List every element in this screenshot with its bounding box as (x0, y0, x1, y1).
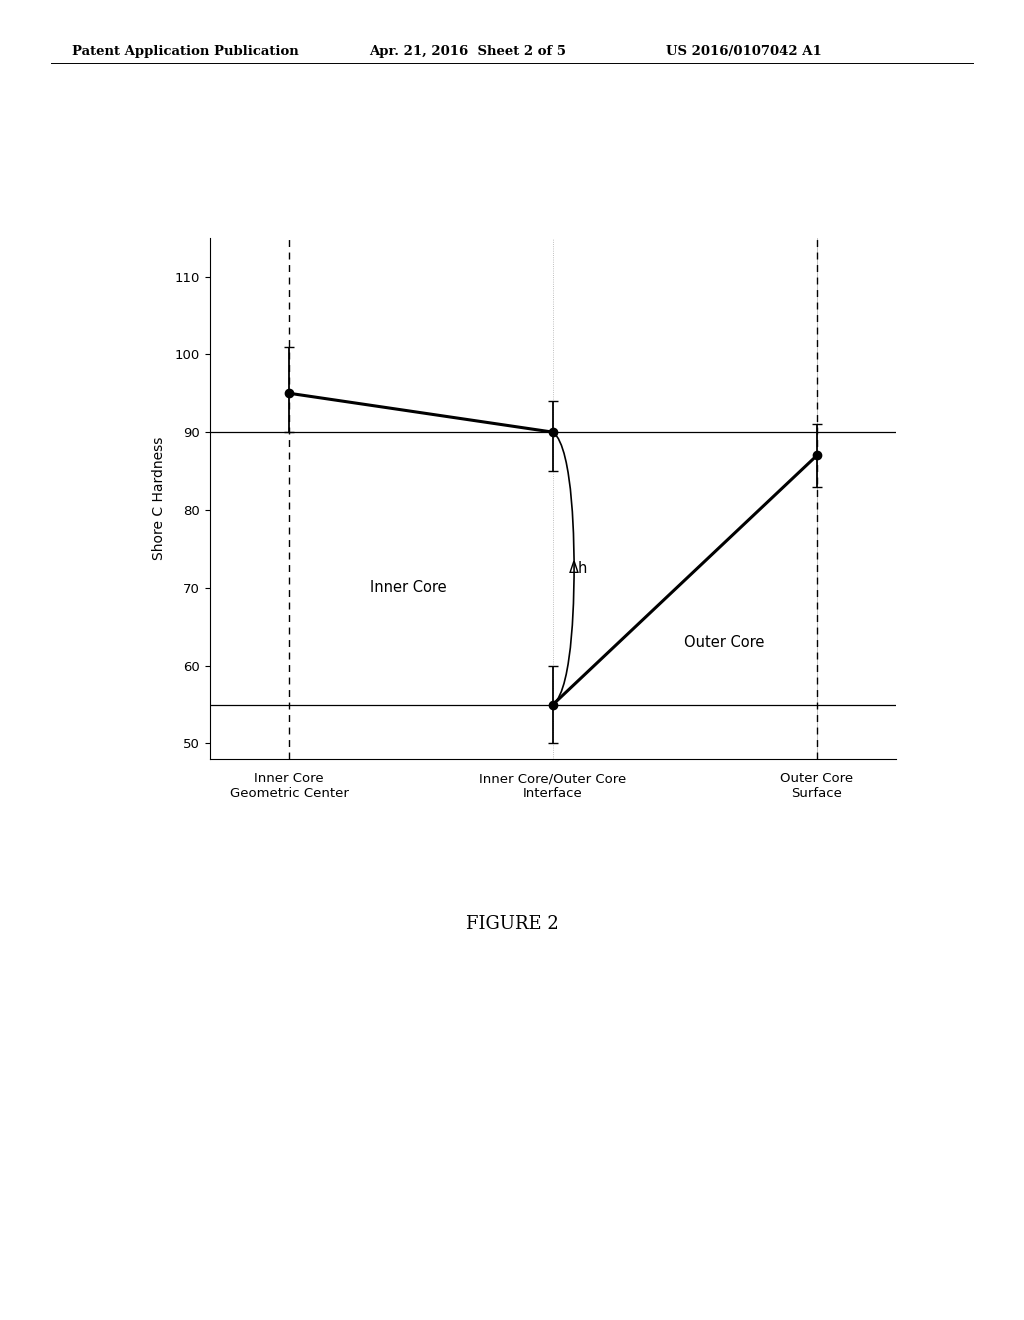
Text: FIGURE 2: FIGURE 2 (466, 915, 558, 933)
Text: Apr. 21, 2016  Sheet 2 of 5: Apr. 21, 2016 Sheet 2 of 5 (369, 45, 565, 58)
Text: Outer Core: Outer Core (684, 635, 765, 649)
Text: US 2016/0107042 A1: US 2016/0107042 A1 (666, 45, 821, 58)
Y-axis label: Shore C Hardness: Shore C Hardness (153, 437, 167, 560)
Text: Patent Application Publication: Patent Application Publication (72, 45, 298, 58)
Text: Δh: Δh (568, 561, 588, 576)
Text: Inner Core: Inner Core (370, 581, 446, 595)
